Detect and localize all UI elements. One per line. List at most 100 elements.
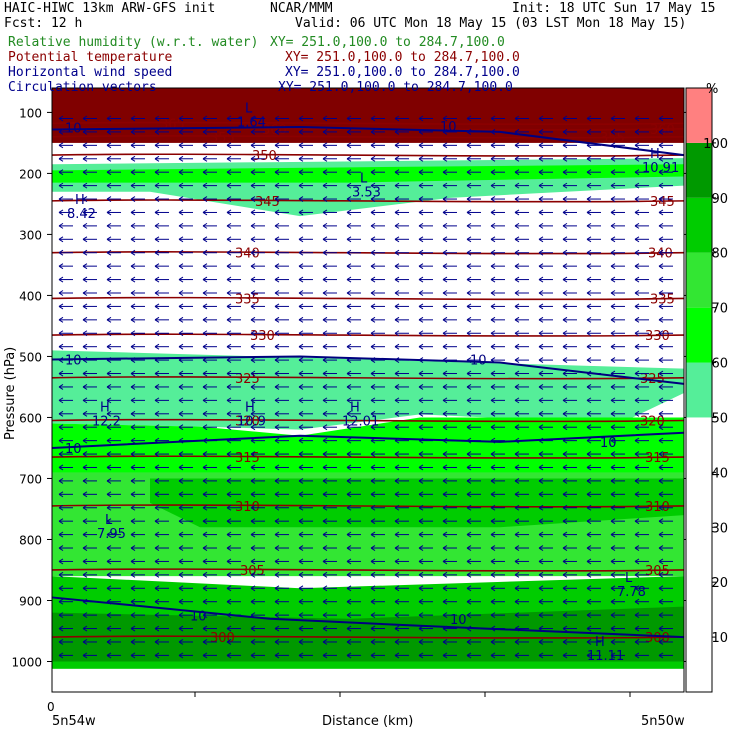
circulation-vector xyxy=(130,625,145,632)
circulation-vector xyxy=(418,451,433,457)
circulation-vector xyxy=(514,155,529,162)
circulation-vector xyxy=(394,571,409,578)
circulation-vector xyxy=(130,518,145,525)
circulation-vector xyxy=(178,437,193,444)
colorbar: 10 20 30 40 50 60 70 80 90 100 xyxy=(685,87,728,693)
circulation-vector xyxy=(298,437,313,444)
circulation-vector xyxy=(394,169,409,176)
circulation-vector xyxy=(658,196,673,202)
circulation-vector xyxy=(154,652,169,659)
circulation-vector xyxy=(418,343,433,350)
circulation-vector xyxy=(370,196,385,202)
circulation-vector xyxy=(586,330,601,337)
circulation-vector xyxy=(610,222,625,229)
circulation-vector xyxy=(178,303,193,310)
theta-contour xyxy=(51,455,685,459)
circulation-vector xyxy=(562,571,577,578)
circulation-vector xyxy=(322,129,337,135)
circulation-vector xyxy=(562,477,577,484)
circulation-vector xyxy=(226,129,241,135)
circulation-vector xyxy=(106,639,121,645)
circulation-vector xyxy=(298,290,313,296)
circulation-vector xyxy=(250,196,265,202)
circulation-vector xyxy=(130,652,145,659)
circulation-vector xyxy=(226,410,241,417)
circulation-vector xyxy=(418,263,433,270)
circulation-vector xyxy=(514,196,529,202)
circulation-vector xyxy=(346,276,361,283)
circulation-vector xyxy=(442,504,457,511)
circulation-vector xyxy=(106,115,121,122)
circulation-vector xyxy=(658,451,673,457)
circulation-vector xyxy=(538,652,553,659)
circulation-vector xyxy=(298,249,313,256)
circulation-vector xyxy=(562,357,577,364)
circulation-vector xyxy=(202,612,217,619)
circulation-vector xyxy=(610,115,625,122)
extremum-value: 10.9 xyxy=(237,414,266,429)
circulation-vector xyxy=(370,249,385,256)
circulation-vector xyxy=(562,652,577,659)
circulation-vector xyxy=(250,249,265,256)
circulation-vector xyxy=(514,410,529,417)
circulation-vector xyxy=(130,585,145,592)
circulation-vector xyxy=(538,115,553,122)
circulation-vector xyxy=(58,222,73,229)
circulation-vector xyxy=(274,639,289,645)
circulation-vector xyxy=(202,236,217,243)
circulation-vector xyxy=(82,236,97,243)
circulation-vector xyxy=(346,115,361,122)
circulation-vector xyxy=(346,437,361,444)
circulation-vector xyxy=(322,384,337,390)
circulation-vector xyxy=(322,545,337,551)
circulation-vector xyxy=(466,585,481,592)
circulation-vector xyxy=(418,169,433,176)
circulation-vector xyxy=(178,504,193,511)
circulation-vector xyxy=(634,477,649,484)
circulation-vector xyxy=(562,276,577,283)
extremum-value: 10.91 xyxy=(642,161,679,176)
circulation-vector xyxy=(202,169,217,176)
circulation-vector xyxy=(370,571,385,578)
circulation-vector xyxy=(58,477,73,484)
circulation-vector xyxy=(58,303,73,310)
circulation-vector xyxy=(274,424,289,431)
circulation-vector xyxy=(154,545,169,551)
circulation-vector xyxy=(322,169,337,176)
colorbar-tick-label: 90 xyxy=(711,192,728,207)
circulation-vector xyxy=(466,491,481,498)
circulation-vector xyxy=(634,504,649,511)
circulation-vector xyxy=(346,491,361,498)
circulation-vector xyxy=(562,196,577,202)
circulation-vector xyxy=(490,169,505,176)
circulation-vector xyxy=(154,169,169,176)
circulation-vector xyxy=(490,290,505,296)
circulation-vector xyxy=(370,531,385,538)
circulation-vector xyxy=(322,263,337,270)
circulation-vector xyxy=(106,571,121,578)
circulation-vector xyxy=(58,625,73,632)
circulation-vector xyxy=(226,182,241,189)
circulation-vector xyxy=(658,182,673,189)
circulation-vector xyxy=(586,639,601,645)
extremum-value: 12.2 xyxy=(92,414,121,429)
circulation-vector xyxy=(514,182,529,189)
circulation-vector xyxy=(274,531,289,538)
circulation-vector xyxy=(490,437,505,444)
circulation-vector xyxy=(466,545,481,551)
circulation-vector xyxy=(346,303,361,310)
circulation-vector xyxy=(442,598,457,605)
circulation-vector xyxy=(58,612,73,619)
circulation-vector xyxy=(154,410,169,417)
circulation-vector xyxy=(274,558,289,565)
circulation-vector xyxy=(586,357,601,364)
circulation-vector xyxy=(370,598,385,605)
circulation-vector xyxy=(538,410,553,417)
circulation-vector xyxy=(154,357,169,364)
circulation-vector xyxy=(442,384,457,390)
circulation-vector xyxy=(490,558,505,565)
header-center: NCAR/MMM xyxy=(270,1,333,16)
circulation-vector xyxy=(202,196,217,202)
circulation-vector xyxy=(178,182,193,189)
circulation-vector xyxy=(130,316,145,323)
